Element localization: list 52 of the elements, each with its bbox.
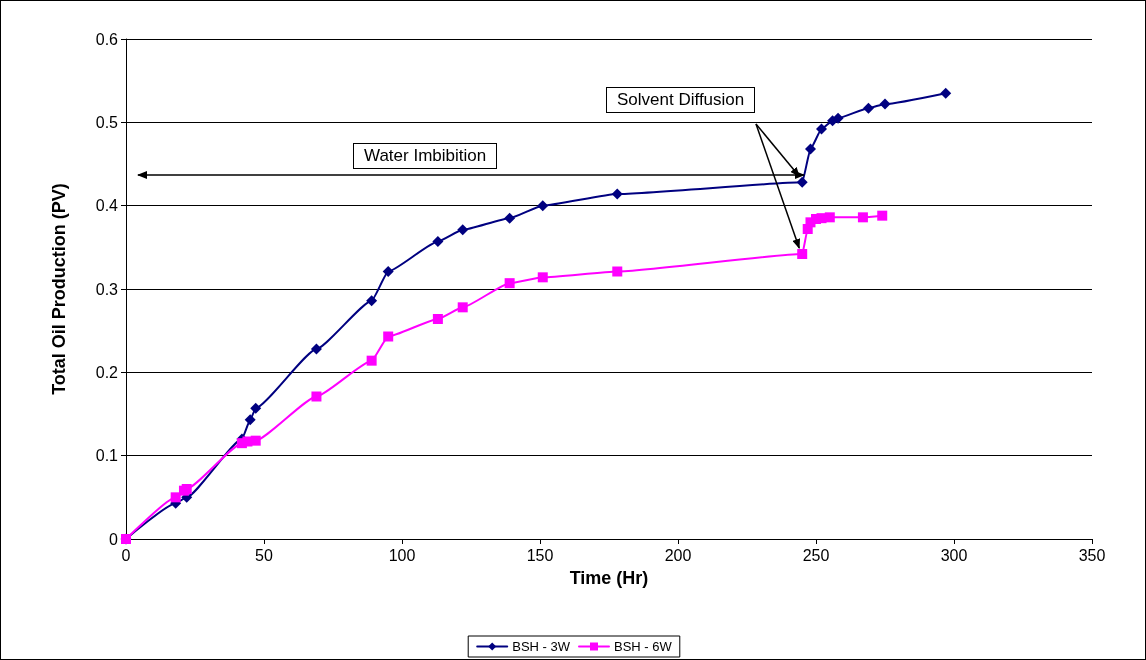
point [940, 87, 952, 99]
x-tick-label: 0 [121, 546, 131, 564]
point [382, 266, 394, 277]
x-tick-label: 250 [802, 546, 830, 564]
annotation: Solvent Diffusion [606, 87, 756, 113]
point [170, 492, 181, 503]
point [611, 188, 623, 200]
point [804, 143, 816, 155]
point [504, 212, 516, 224]
point [310, 343, 322, 355]
point [250, 435, 261, 446]
y-tick-label: 0.3 [95, 280, 119, 298]
point [879, 98, 891, 110]
point [250, 402, 262, 414]
point [824, 212, 835, 223]
y-tick-label: 0.4 [95, 197, 119, 215]
legend-label: BSH - 3W [512, 639, 571, 654]
point [537, 200, 549, 212]
point [432, 236, 444, 247]
y-tick-label: 0.6 [95, 30, 119, 48]
point [857, 212, 868, 223]
x-tick-label: 200 [664, 546, 692, 564]
point [457, 302, 468, 313]
y-tick-label: 0.1 [95, 447, 119, 465]
point [432, 314, 443, 324]
annotation: Water Imbibition [353, 143, 498, 169]
y-tick-label: 0.5 [95, 113, 119, 131]
point [862, 102, 874, 114]
point [612, 266, 623, 277]
y-tick-label: 0 [109, 530, 119, 548]
point [383, 331, 394, 342]
legend-label: BSH - 6W [614, 639, 673, 654]
point [457, 224, 469, 236]
point [366, 355, 377, 366]
y-axis-title: Total Oil Production (PV) [49, 183, 69, 395]
x-tick-label: 350 [1078, 546, 1106, 564]
x-axis-title: Time (Hr) [569, 568, 649, 588]
point [244, 414, 256, 426]
x-tick-label: 100 [388, 546, 416, 564]
y-tick-label: 0.2 [95, 363, 119, 381]
x-tick-label: 150 [526, 546, 554, 564]
point [311, 391, 322, 402]
point [797, 249, 808, 259]
point [537, 272, 548, 283]
point [242, 436, 253, 447]
point [504, 278, 515, 289]
x-tick-label: 300 [940, 546, 968, 564]
point [816, 123, 828, 135]
point [796, 176, 808, 188]
point [366, 295, 378, 307]
point [877, 210, 888, 221]
x-tick-label: 50 [255, 546, 273, 564]
